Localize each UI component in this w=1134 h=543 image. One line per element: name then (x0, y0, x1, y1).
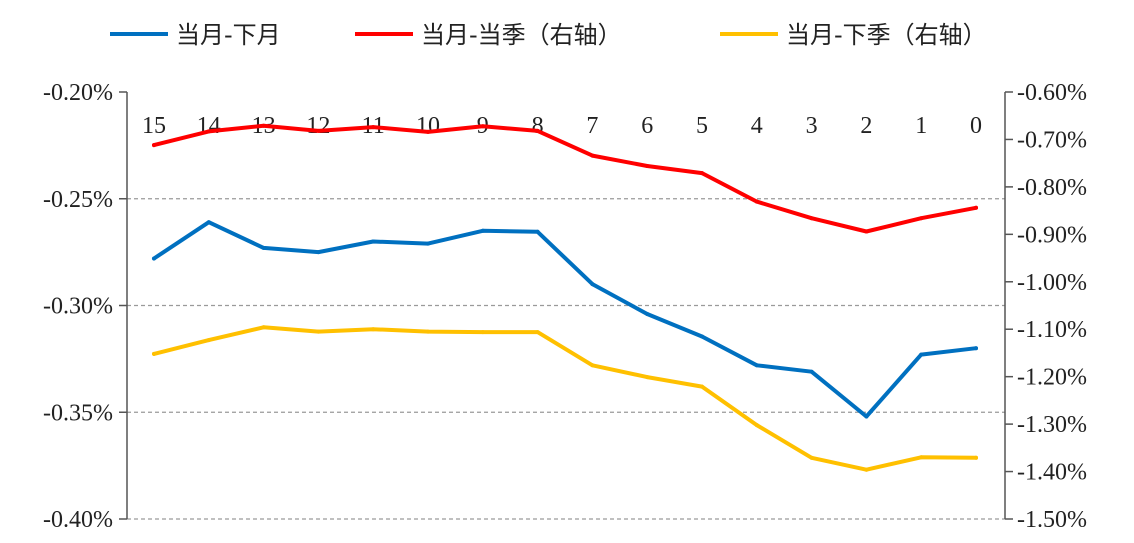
series-0-point (261, 245, 266, 250)
series-0-point (152, 256, 156, 261)
left-tick-label: -0.25% (43, 187, 113, 213)
right-tick-label: -1.30% (1017, 412, 1087, 438)
left-tick-label: -0.35% (43, 400, 113, 426)
legend-item-1: 当月-当季（右轴） (355, 21, 622, 49)
series-1-point (152, 143, 156, 148)
right-tick-label: -1.20% (1017, 365, 1087, 391)
series-2-point (206, 338, 211, 343)
series-0-point (316, 250, 321, 255)
series-line-2 (152, 325, 978, 472)
series-2-point (480, 330, 485, 335)
x-tick-label: 8 (532, 113, 544, 139)
series-0-point (480, 228, 485, 233)
series-0-point (974, 346, 978, 351)
series-0-point (919, 352, 924, 357)
series-2-point (754, 423, 759, 428)
series-1-point (480, 124, 485, 129)
series-2-point (974, 455, 978, 460)
series-1-point (754, 199, 759, 204)
x-tick-label: 2 (860, 113, 872, 139)
series-1-point (974, 205, 978, 210)
series-lines (152, 123, 978, 472)
series-1-point (809, 216, 814, 221)
right-tick-label: -0.80% (1017, 175, 1087, 201)
legend-label-0: 当月-下月 (176, 21, 281, 49)
x-tick-label: 1 (915, 113, 927, 139)
x-tick-label: 6 (641, 113, 653, 139)
series-0-point (426, 241, 430, 246)
right-tick-label: -1.50% (1017, 507, 1087, 533)
series-2-point (864, 467, 869, 472)
series-1-point (426, 129, 430, 134)
series-2-point (919, 455, 924, 460)
series-0-point (371, 239, 376, 244)
left-tick-label: -0.20% (43, 80, 113, 106)
series-0-point (864, 414, 869, 419)
series-2-point (809, 455, 814, 460)
x-tick-label: 5 (696, 113, 708, 139)
legend-label-1: 当月-当季（右轴） (421, 21, 622, 49)
right-tick-label: -0.60% (1017, 80, 1087, 106)
x-tick-label: 12 (306, 113, 330, 139)
series-2-point (535, 330, 540, 335)
series-2-point (700, 384, 704, 389)
series-1-point (645, 164, 650, 168)
x-tick-label: 4 (751, 113, 763, 139)
series-1-point (535, 128, 540, 133)
series-0-point (754, 363, 759, 368)
right-tick-label: -1.40% (1017, 460, 1087, 486)
right-tick-label: -0.90% (1017, 222, 1087, 248)
series-1-point (864, 229, 869, 234)
legend: 当月-下月 当月-当季（右轴） 当月-下季（右轴） (110, 21, 987, 49)
x-tick-label: 7 (586, 113, 598, 139)
series-1-point (261, 123, 266, 128)
series-1-point (919, 216, 924, 221)
x-tick-label: 0 (970, 113, 982, 139)
series-0-point (645, 312, 650, 316)
right-tick-label: -1.00% (1017, 270, 1087, 296)
left-axis: -0.20% -0.25% -0.30% -0.35% -0.40% (43, 80, 128, 533)
series-2-point (152, 351, 156, 356)
right-tick-label: -0.70% (1017, 127, 1087, 153)
right-tick-label: -1.10% (1017, 317, 1087, 343)
series-0-point (809, 369, 814, 374)
x-tick-label: 3 (806, 113, 818, 139)
series-2-point (645, 375, 650, 380)
x-tick-label: 15 (142, 113, 166, 139)
legend-item-2: 当月-下季（右轴） (720, 21, 987, 49)
series-0-point (535, 229, 540, 234)
series-1-point (590, 153, 595, 158)
series-2-point (590, 363, 595, 368)
legend-item-0: 当月-下月 (110, 21, 281, 49)
series-1-point (206, 129, 211, 134)
series-0-point (206, 220, 211, 225)
series-1-point (700, 171, 704, 176)
series-0-point (590, 282, 595, 287)
series-1-point (371, 125, 376, 130)
series-2-point (426, 329, 430, 334)
series-0-point (700, 334, 704, 339)
right-axis: -0.60% -0.70% -0.80% -0.90% -1.00% -1.10% -1.2… (1004, 80, 1087, 533)
left-tick-label: -0.40% (43, 507, 113, 533)
series-line-0 (152, 220, 978, 419)
series-2-point (316, 329, 321, 334)
legend-label-2: 当月-下季（右轴） (786, 21, 987, 49)
x-tick-label: 10 (416, 113, 440, 139)
series-line-1 (152, 123, 978, 234)
series-2-point (371, 327, 376, 332)
left-tick-label: -0.30% (43, 294, 113, 320)
series-2-point (261, 325, 266, 330)
series-1-point (316, 128, 321, 133)
